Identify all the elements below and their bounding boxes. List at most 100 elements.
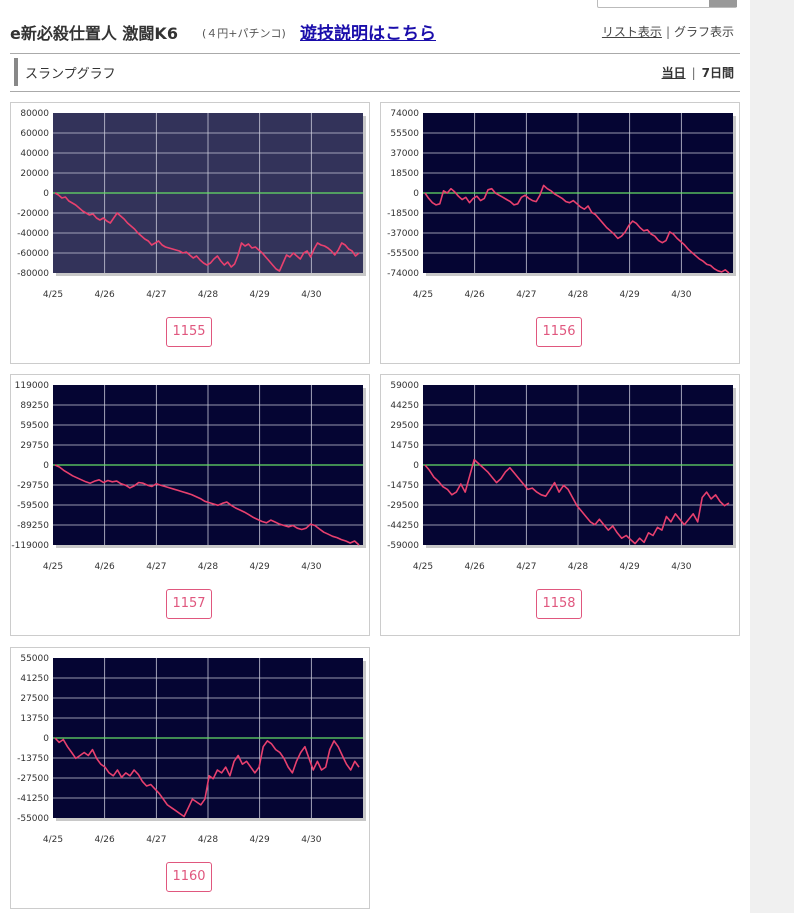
slump-graph: 80000 60000 40000 20000 0 -20000 -40000 -60000 -… bbox=[17, 109, 366, 300]
period-today-link[interactable]: 当日 bbox=[661, 66, 686, 80]
slump-graph: 59000 44250 29500 14750 0 -14750 -29500 -44250 -… bbox=[387, 381, 736, 572]
x-tick-label: 4/26 bbox=[465, 290, 485, 300]
y-tick-label: 40000 bbox=[20, 149, 49, 159]
slump-graph-card: 119000 89250 59500 29750 0 -29750 -59500 -89250… bbox=[10, 374, 370, 636]
x-tick-label: 4/28 bbox=[568, 562, 588, 572]
x-tick-label: 4/28 bbox=[198, 290, 218, 300]
slump-graph-card: 80000 60000 40000 20000 0 -20000 -40000 -60000 -… bbox=[10, 102, 370, 364]
slump-graph-card: 74000 55500 37000 18500 0 -18500 -37000 -55500 -… bbox=[380, 102, 740, 364]
x-tick-label: 4/30 bbox=[301, 835, 321, 845]
y-tick-label: -18500 bbox=[387, 209, 419, 219]
y-tick-label: -74000 bbox=[387, 269, 419, 279]
x-tick-label: 4/26 bbox=[465, 562, 485, 572]
y-tick-label: -27500 bbox=[17, 774, 49, 784]
y-tick-label: -29500 bbox=[387, 501, 419, 511]
y-tick-label: -55000 bbox=[17, 814, 49, 824]
x-tick-label: 4/28 bbox=[568, 290, 588, 300]
slot-number-button[interactable]: 1157 bbox=[166, 589, 212, 619]
y-tick-label: 60000 bbox=[20, 129, 49, 139]
y-tick-label: 37000 bbox=[390, 149, 419, 159]
x-tick-label: 4/28 bbox=[198, 562, 218, 572]
view-switch: リスト表示 | グラフ表示 bbox=[602, 23, 734, 40]
x-tick-label: 4/27 bbox=[146, 290, 166, 300]
y-tick-label: 29750 bbox=[20, 441, 49, 451]
slump-graph: 74000 55500 37000 18500 0 -18500 -37000 -55500 -… bbox=[387, 109, 736, 300]
x-tick-label: 4/25 bbox=[43, 835, 63, 845]
slump-series-line bbox=[424, 458, 730, 545]
x-tick-label: 4/25 bbox=[413, 562, 433, 572]
x-tick-label: 4/27 bbox=[146, 835, 166, 845]
y-tick-label: 14750 bbox=[390, 441, 419, 451]
x-tick-label: 4/30 bbox=[671, 562, 691, 572]
divider bbox=[10, 53, 740, 54]
x-tick-label: 4/26 bbox=[95, 562, 115, 572]
x-tick-label: 4/30 bbox=[301, 290, 321, 300]
y-tick-label: 80000 bbox=[20, 109, 49, 119]
y-tick-label: -55500 bbox=[387, 249, 419, 259]
y-tick-label: 55000 bbox=[20, 654, 49, 664]
slot-number-button[interactable]: 1156 bbox=[536, 317, 582, 347]
y-tick-label: -20000 bbox=[17, 209, 49, 219]
rules-link[interactable]: 遊技説明はこちら bbox=[300, 24, 436, 44]
right-gutter bbox=[750, 0, 794, 913]
x-tick-label: 4/25 bbox=[413, 290, 433, 300]
y-tick-label: -37000 bbox=[387, 229, 419, 239]
x-tick-label: 4/29 bbox=[250, 835, 270, 845]
y-tick-label: 18500 bbox=[390, 169, 419, 179]
y-tick-label: 20000 bbox=[20, 169, 49, 179]
y-tick-label: -40000 bbox=[17, 229, 49, 239]
slump-graph: 119000 89250 59500 29750 0 -29750 -59500 -89250… bbox=[11, 381, 366, 572]
slump-series-line bbox=[54, 192, 360, 272]
y-tick-label: -59500 bbox=[17, 501, 49, 511]
search-button[interactable] bbox=[709, 0, 737, 7]
y-tick-label: -29750 bbox=[17, 481, 49, 491]
x-tick-label: 4/28 bbox=[198, 835, 218, 845]
x-tick-label: 4/29 bbox=[620, 290, 640, 300]
x-tick-label: 4/25 bbox=[43, 562, 63, 572]
y-tick-label: -59000 bbox=[387, 541, 419, 551]
rate-label: (４円+パチンコ) bbox=[202, 27, 286, 40]
slump-series-line bbox=[54, 737, 360, 818]
slump-series-line bbox=[424, 184, 730, 274]
slump-graph: 55000 41250 27500 13750 0 -13750 -27500 -41250 -… bbox=[17, 654, 366, 845]
slot-number-button[interactable]: 1160 bbox=[166, 862, 212, 892]
y-tick-label: 0 bbox=[413, 189, 419, 199]
view-separator: | bbox=[665, 25, 670, 39]
section-title: スランプグラフ bbox=[25, 67, 116, 82]
x-tick-label: 4/29 bbox=[250, 290, 270, 300]
slump-graph-card: 59000 44250 29500 14750 0 -14750 -29500 -44250 -… bbox=[380, 374, 740, 636]
slot-number-button[interactable]: 1158 bbox=[536, 589, 582, 619]
y-tick-label: 59500 bbox=[20, 421, 49, 431]
y-tick-label: 89250 bbox=[20, 401, 49, 411]
y-tick-label: -60000 bbox=[17, 249, 49, 259]
y-tick-label: 0 bbox=[43, 189, 49, 199]
y-tick-label: 119000 bbox=[15, 381, 50, 391]
x-tick-label: 4/30 bbox=[301, 562, 321, 572]
y-tick-label: -14750 bbox=[387, 481, 419, 491]
y-tick-label: 59000 bbox=[390, 381, 419, 391]
slump-graph-card: 55000 41250 27500 13750 0 -13750 -27500 -41250 -… bbox=[10, 647, 370, 909]
x-tick-label: 4/27 bbox=[516, 290, 536, 300]
divider bbox=[10, 91, 740, 92]
x-tick-label: 4/29 bbox=[250, 562, 270, 572]
y-tick-label: 74000 bbox=[390, 109, 419, 119]
x-tick-label: 4/26 bbox=[95, 835, 115, 845]
y-tick-label: -80000 bbox=[17, 269, 49, 279]
y-tick-label: 0 bbox=[43, 461, 49, 471]
period-week-link[interactable]: 7日間 bbox=[701, 66, 734, 80]
y-tick-label: 41250 bbox=[20, 674, 49, 684]
y-tick-label: 44250 bbox=[390, 401, 419, 411]
y-tick-label: 55500 bbox=[390, 129, 419, 139]
x-tick-label: 4/25 bbox=[43, 290, 63, 300]
slot-number-button[interactable]: 1155 bbox=[166, 317, 212, 347]
y-tick-label: 0 bbox=[43, 734, 49, 744]
x-tick-label: 4/27 bbox=[146, 562, 166, 572]
y-tick-label: -41250 bbox=[17, 794, 49, 804]
list-view-link[interactable]: リスト表示 bbox=[601, 25, 662, 39]
top-search-box[interactable] bbox=[597, 0, 737, 8]
x-tick-label: 4/26 bbox=[95, 290, 115, 300]
x-tick-label: 4/29 bbox=[620, 562, 640, 572]
y-tick-label: 0 bbox=[413, 461, 419, 471]
y-tick-label: -13750 bbox=[17, 754, 49, 764]
y-tick-label: -119000 bbox=[11, 541, 49, 551]
